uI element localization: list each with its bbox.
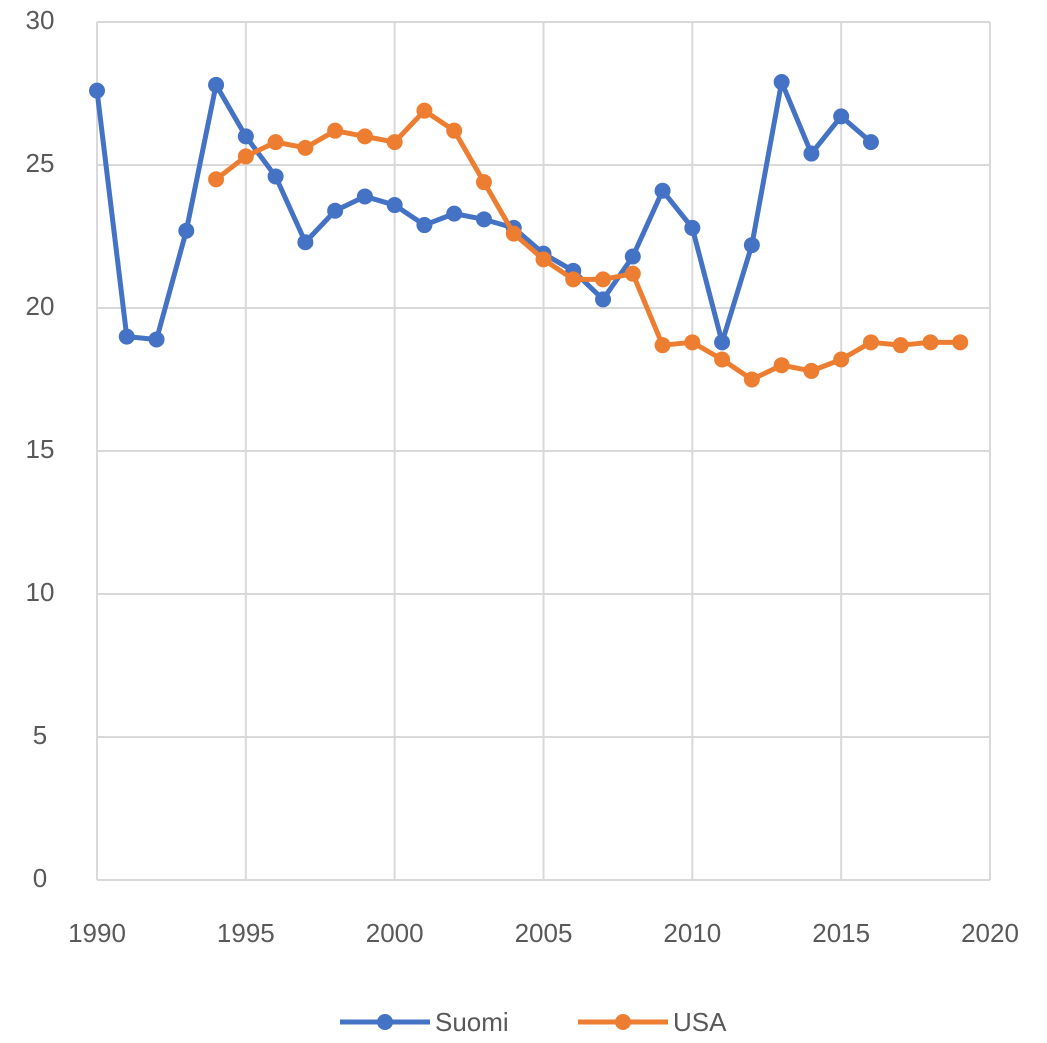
marker xyxy=(178,222,195,239)
marker xyxy=(595,291,612,308)
marker xyxy=(565,271,582,288)
y-tick-label: 20 xyxy=(26,291,55,321)
marker xyxy=(624,248,641,265)
legend-label: Suomi xyxy=(435,1007,509,1037)
y-tick-label: 10 xyxy=(26,577,55,607)
series-line xyxy=(214,108,961,382)
marker xyxy=(714,334,731,351)
marker xyxy=(922,334,939,351)
marker xyxy=(803,145,820,162)
marker xyxy=(297,139,314,156)
marker xyxy=(297,234,314,251)
y-tick-label: 15 xyxy=(26,434,55,464)
y-tick-label: 5 xyxy=(33,720,47,750)
legend-label: USA xyxy=(673,1007,727,1037)
marker xyxy=(654,337,671,354)
marker xyxy=(118,328,135,345)
marker xyxy=(595,271,612,288)
marker xyxy=(833,351,850,368)
marker xyxy=(386,134,403,151)
marker xyxy=(833,108,850,125)
marker xyxy=(446,205,463,222)
y-tick-label: 25 xyxy=(26,148,55,178)
marker xyxy=(386,197,403,214)
marker xyxy=(862,334,879,351)
marker xyxy=(714,351,731,368)
marker xyxy=(773,74,790,91)
marker xyxy=(148,331,165,348)
marker xyxy=(952,334,969,351)
marker xyxy=(267,134,284,151)
marker xyxy=(237,148,254,165)
marker xyxy=(862,134,879,151)
marker xyxy=(356,128,373,145)
marker xyxy=(446,122,463,139)
legend-marker xyxy=(615,1014,631,1030)
marker xyxy=(267,168,284,185)
marker xyxy=(743,237,760,254)
x-tick-label: 2020 xyxy=(961,918,1019,948)
marker xyxy=(505,225,522,242)
x-tick-label: 1990 xyxy=(68,918,126,948)
y-tick-label: 0 xyxy=(33,863,47,893)
x-tick-label: 2015 xyxy=(812,918,870,948)
marker xyxy=(684,334,701,351)
marker xyxy=(208,76,225,93)
marker xyxy=(416,102,433,119)
marker xyxy=(89,82,105,99)
x-tick-label: 2005 xyxy=(515,918,573,948)
marker xyxy=(327,202,344,219)
marker xyxy=(475,211,492,228)
marker xyxy=(475,174,492,191)
marker xyxy=(743,371,760,388)
marker xyxy=(773,357,790,374)
marker xyxy=(208,171,225,188)
marker xyxy=(684,219,701,236)
x-tick-label: 2000 xyxy=(366,918,424,948)
marker xyxy=(327,122,344,139)
marker xyxy=(356,188,373,205)
marker xyxy=(237,128,254,145)
marker xyxy=(416,217,433,234)
marker xyxy=(892,337,909,354)
marker xyxy=(535,251,552,268)
marker xyxy=(624,265,641,282)
x-tick-label: 2010 xyxy=(663,918,721,948)
x-tick-label: 1995 xyxy=(217,918,275,948)
legend-marker xyxy=(377,1014,393,1030)
marker xyxy=(803,362,820,379)
y-tick-label: 30 xyxy=(26,5,55,35)
marker xyxy=(654,182,671,199)
